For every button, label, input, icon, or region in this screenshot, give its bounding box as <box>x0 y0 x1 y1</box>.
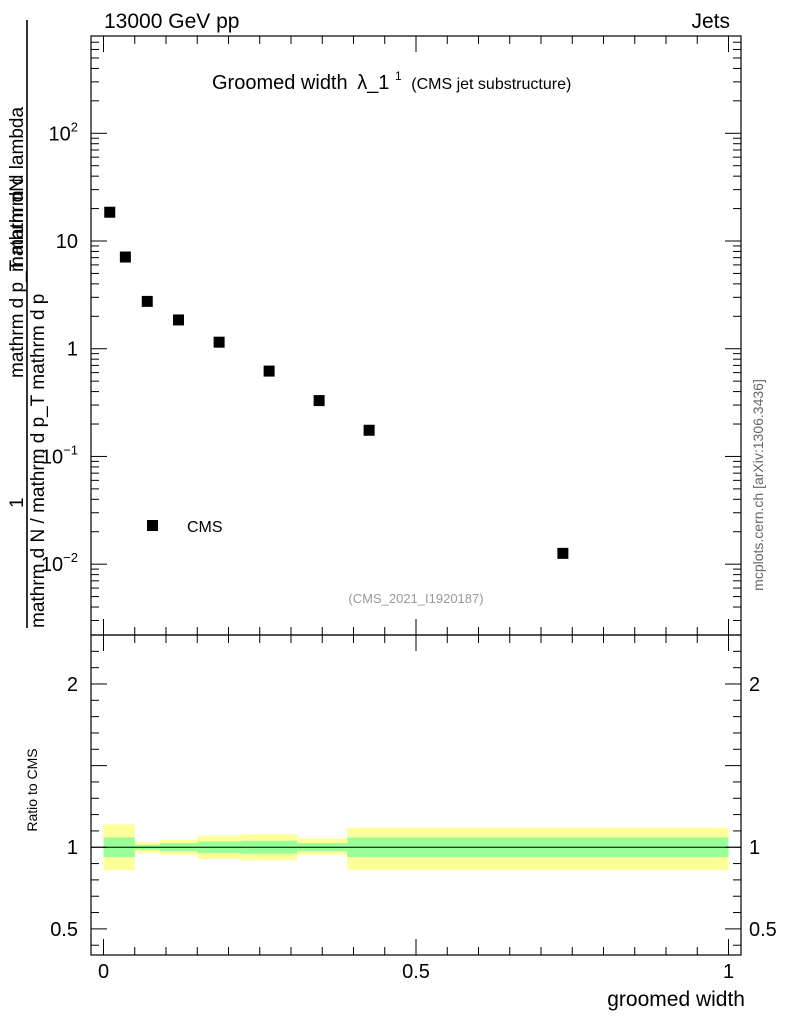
data-point <box>557 547 569 559</box>
side-label: mcplots.cern.ch [arXiv:1306.3436] <box>750 379 766 591</box>
data-point <box>313 395 325 407</box>
x-tick-labels: 0 0.5 1 <box>98 961 734 983</box>
header-right: Jets <box>691 10 730 33</box>
data-point <box>141 295 153 307</box>
x-axis-label: groomed width <box>607 988 745 1011</box>
y-label-line1: mathrm d p_T mathrm d lambda <box>7 107 28 378</box>
ratio-y-tick-label-right: 2 <box>749 674 760 696</box>
cms-data-series <box>104 206 569 559</box>
legend-label: CMS <box>187 519 223 536</box>
ratio-y-tick-label-left: 0.5 <box>50 919 78 941</box>
data-point <box>173 314 184 326</box>
data-point <box>104 206 116 218</box>
main-y-tick-label: 10−2 <box>41 550 78 576</box>
y-label-numerator: mathrm dN <box>7 178 28 272</box>
data-point <box>363 424 375 436</box>
analysis-tag: (CMS_2021_I1920187) <box>348 591 483 606</box>
data-point <box>213 336 225 348</box>
ratio-panel-frame <box>90 634 742 956</box>
main-y-tick-label: 10−1 <box>41 442 78 468</box>
ratio-y-tick-label-left: 2 <box>67 674 78 696</box>
main-y-tick-label: 102 <box>49 119 78 145</box>
y-label-line3: mathrm d N / mathrm d p_T mathrm d p <box>28 294 49 628</box>
x-tick-label: 0 <box>98 961 109 983</box>
legend-marker <box>147 520 158 531</box>
axis-ticks <box>91 35 741 955</box>
ratio-y-axis-label: Ratio to CMS <box>24 748 40 831</box>
ratio-y-tick-label-left: 1 <box>67 837 78 859</box>
x-tick-label: 1 <box>723 961 734 983</box>
main-panel-frame <box>90 35 742 636</box>
data-point <box>119 251 131 263</box>
y-label-line2: 1 <box>7 497 28 508</box>
ratio-y-tick-label-right: 0.5 <box>749 919 777 941</box>
data-point <box>263 365 275 377</box>
chart-title: Groomed width λ_1 1 (CMS jet substructur… <box>212 63 571 94</box>
main-y-tick-label: 1 <box>67 339 78 361</box>
x-tick-label: 0.5 <box>402 961 430 983</box>
ratio-y-tick-label-right: 1 <box>749 837 760 859</box>
main-y-axis-label: mathrm d N / mathrm d p_T mathrm d p 1 m… <box>7 20 49 628</box>
main-y-tick-label: 10 <box>56 231 78 253</box>
header-left: 13000 GeV pp <box>104 10 239 33</box>
ratio-y-tick-labels: 0.5 0.5 1 1 2 2 <box>50 674 777 941</box>
main-y-tick-labels: 102 10 1 10−1 10−2 <box>41 119 78 576</box>
